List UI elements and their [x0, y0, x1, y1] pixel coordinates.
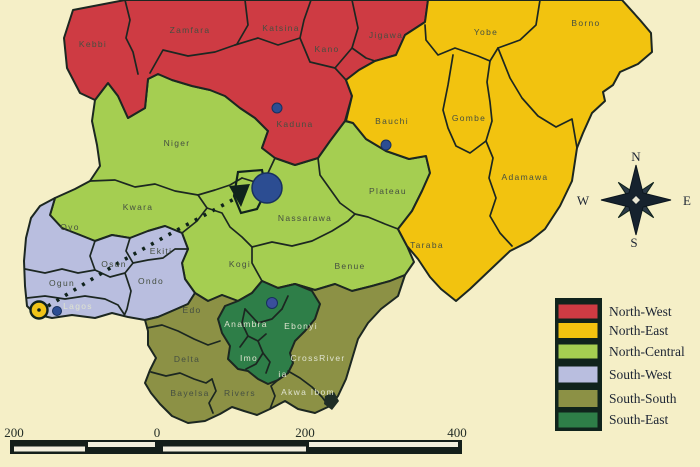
scale-tick-400: 400 [447, 425, 467, 440]
compass-south-label: S [630, 235, 637, 250]
scale-tick-zero: 0 [154, 425, 161, 440]
label-akwa-ibom: Akwa Ibom [281, 387, 335, 397]
markers [29, 102, 392, 320]
label-nassarawa: Nassarawa [278, 213, 332, 223]
label-taraba: Taraba [410, 240, 444, 250]
label-zamfara: Zamfara [170, 25, 211, 35]
legend-swatch-south-south [558, 390, 598, 407]
scale-bar-stripe-1 [14, 446, 85, 452]
legend-label-south-west: South-West [609, 367, 672, 382]
label-edo: Edo [182, 305, 201, 315]
marker-highlight-center-dot [37, 308, 41, 312]
label-kano: Kano [314, 44, 339, 54]
label-osun: Osun [101, 259, 127, 269]
route-dotted-line [47, 196, 237, 308]
scale-tick-left-200: 200 [4, 425, 24, 440]
label-bauchi: Bauchi [375, 116, 409, 126]
marker-dot-lagos [52, 306, 62, 316]
label-cross-river: CrossRiver [290, 353, 345, 363]
label-borno: Borno [571, 18, 600, 28]
legend-swatch-south-east [558, 412, 598, 428]
marker-dot-kaduna [271, 102, 283, 114]
coastal-tip [324, 392, 339, 410]
scale-tick-right-200: 200 [295, 425, 315, 440]
marker-dot-enugu [266, 297, 278, 309]
legend-label-south-east: South-East [609, 412, 668, 427]
compass-north-label: N [631, 149, 641, 164]
label-imo: Imo [240, 353, 258, 363]
legend: North-West North-East North-Central Sout… [555, 298, 685, 431]
label-ebonyi: Ebonyi [284, 321, 318, 331]
label-lagos: Lagos [63, 301, 93, 311]
label-kogi: Kogi [229, 259, 251, 269]
route-arrowhead-icon [229, 184, 250, 207]
label-ogun: Ogun [49, 278, 75, 288]
legend-label-north-west: North-West [609, 304, 672, 319]
label-benue: Benue [334, 261, 365, 271]
state-boundaries [24, 0, 578, 414]
zone-north-east [345, 0, 653, 302]
label-jigawa: Jigawa [369, 30, 403, 40]
legend-swatch-south-west [558, 366, 598, 383]
label-kaduna: Kaduna [276, 119, 313, 129]
label-anambra: Anambra [224, 319, 268, 329]
label-rivers: Rivers [224, 388, 256, 398]
marker-large-circle-abuja [251, 172, 283, 204]
legend-label-north-east: North-East [609, 323, 668, 338]
label-kebbi: Kebbi [79, 39, 107, 49]
legend-swatch-north-central [558, 344, 598, 359]
label-kwara: Kwara [123, 202, 154, 212]
compass-rose: N S W E [577, 149, 691, 250]
label-adamawa: Adamawa [502, 172, 549, 182]
label-bayelsa: Bayelsa [170, 388, 209, 398]
state-labels: Kebbi Zamfara Katsina Kano Jigawa Kaduna… [49, 18, 600, 398]
scale-bar: 200 0 200 400 [4, 425, 467, 454]
label-ondo: Ondo [138, 276, 164, 286]
scale-bar-stripe-2 [88, 442, 155, 447]
label-delta: Delta [174, 354, 200, 364]
compass-center-highlight [632, 196, 640, 204]
legend-label-south-south: South-South [609, 391, 677, 406]
label-abia: ia [278, 369, 287, 379]
compass-east-label: E [683, 193, 691, 208]
label-plateau: Plateau [369, 186, 407, 196]
label-gombe: Gombe [452, 113, 486, 123]
legend-swatch-column [555, 298, 602, 431]
fct-outline [232, 168, 268, 215]
marker-dot-bauchi [380, 139, 392, 151]
label-ekiti: Ekiti [150, 246, 173, 256]
label-yobe: Yobe [474, 27, 498, 37]
scale-bar-stripe-3 [163, 446, 306, 452]
legend-swatch-north-west [558, 304, 598, 319]
compass-west-label: W [577, 193, 590, 208]
legend-swatch-north-east [558, 323, 598, 338]
zone-south-east [217, 280, 321, 385]
label-katsina: Katsina [262, 23, 299, 33]
scale-bar-stripe-4 [309, 442, 458, 447]
label-oyo: Oyo [60, 222, 80, 232]
legend-label-north-central: North-Central [609, 344, 685, 359]
label-niger: Niger [164, 138, 191, 148]
